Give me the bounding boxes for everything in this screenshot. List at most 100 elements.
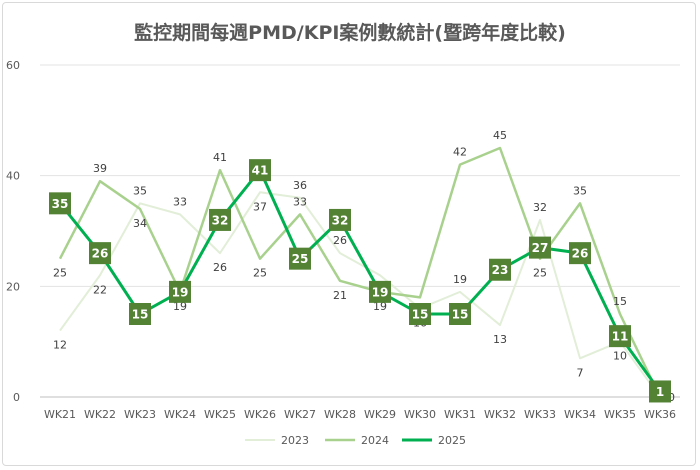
legend-item-2025: 2025	[402, 434, 466, 447]
data-label-box	[209, 208, 231, 231]
series-line-2025	[58, 168, 662, 393]
data-label-value: 1	[656, 385, 664, 399]
data-label-value: 32	[212, 213, 229, 227]
data-label-box	[649, 380, 671, 403]
data-label-2025: 11	[609, 325, 631, 348]
data-label-2024: 25	[533, 267, 547, 280]
data-label-2023: 22	[93, 283, 107, 296]
legend-label: 2024	[361, 434, 389, 447]
data-label-2023: 37	[253, 200, 267, 213]
data-label-value: 41	[252, 164, 269, 178]
data-label-2025: 19	[369, 280, 391, 303]
data-label-value: 15	[452, 308, 469, 322]
data-label-2024: 19	[173, 300, 187, 313]
x-tick-label: WK22	[84, 408, 116, 421]
data-label-2023: 7	[577, 366, 584, 379]
series-lines	[58, 146, 662, 398]
data-label-box	[369, 280, 391, 303]
data-label-value: 32	[332, 213, 349, 227]
data-label-2024: 45	[493, 129, 507, 142]
data-label-box	[169, 280, 191, 303]
data-label-value: 26	[572, 247, 589, 261]
data-label-2025: 15	[129, 303, 151, 325]
data-label-2023: 35	[133, 184, 147, 197]
data-label-2024: 15	[613, 295, 627, 308]
x-tick-label: WK34	[564, 408, 596, 421]
gridlines	[40, 64, 680, 398]
x-tick-label: WK35	[604, 408, 636, 421]
legend: 2023 2024 2025	[245, 434, 466, 447]
data-label-2025: 23	[489, 258, 511, 281]
data-label-2025: 27	[529, 236, 551, 259]
data-label-box	[329, 208, 351, 231]
x-tick-label: WK25	[204, 408, 236, 421]
legend-label: 2023	[281, 434, 309, 447]
data-label-2025: 25	[289, 247, 311, 270]
data-label-box	[449, 303, 471, 325]
data-label-2024: 0	[668, 391, 675, 404]
data-label-box	[529, 236, 551, 259]
data-label-2023: 19	[453, 273, 467, 286]
data-label-2023: 26	[213, 261, 227, 274]
data-label-2025: 26	[89, 242, 111, 265]
data-label-2024: 41	[213, 151, 227, 164]
legend-item-2023: 2023	[245, 434, 309, 447]
data-label-2025: 41	[249, 159, 271, 182]
legend-item-2024: 2024	[325, 434, 389, 447]
x-tick-label: WK23	[124, 408, 156, 421]
data-label-box	[409, 303, 431, 325]
x-tick-label: WK30	[404, 408, 436, 421]
data-label-2023: 26	[333, 234, 347, 247]
data-label-2024: 33	[293, 195, 307, 208]
x-tick-label: WK27	[284, 408, 316, 421]
data-label-value: 19	[172, 285, 189, 299]
data-label-2024: 42	[453, 146, 467, 159]
data-label-2024: 25	[53, 267, 67, 280]
data-label-2025: 32	[209, 208, 231, 231]
y-tick-label: 60	[6, 59, 20, 72]
data-label-2024: 25	[253, 267, 267, 280]
data-label-value: 25	[292, 252, 309, 266]
data-label-box	[609, 325, 631, 348]
x-axis-ticks: WK21 WK22 WK23 WK24 WK25 WK26 WK27 WK28 WK29 WK30…	[44, 408, 676, 421]
data-label-2025: 15	[409, 303, 431, 325]
data-labels: 1222353326373626221619133271025393419412…	[49, 129, 675, 404]
data-label-box	[129, 303, 151, 325]
data-label-box	[49, 192, 71, 215]
x-tick-label: WK28	[324, 408, 356, 421]
x-tick-label: WK32	[484, 408, 516, 421]
data-label-box	[249, 159, 271, 182]
x-tick-label: WK21	[44, 408, 76, 421]
y-tick-label: 40	[6, 170, 20, 183]
x-tick-label: WK24	[164, 408, 196, 421]
data-label-2025: 26	[569, 242, 591, 265]
data-label-2024: 35	[573, 184, 587, 197]
data-label-2024: 39	[93, 162, 107, 175]
data-label-2025: 32	[329, 208, 351, 231]
data-label-2025: 19	[169, 280, 191, 303]
data-label-2025: 35	[49, 192, 71, 215]
chart-title: 監控期間每週PMD/KPI案例數統計(暨跨年度比較)	[134, 22, 566, 44]
x-tick-label: WK31	[444, 408, 476, 421]
data-label-box	[289, 247, 311, 270]
y-tick-label: 0	[13, 391, 20, 404]
x-tick-label: WK29	[364, 408, 396, 421]
data-label-value: 15	[132, 308, 149, 322]
x-tick-label: WK26	[244, 408, 276, 421]
data-label-box	[489, 258, 511, 281]
x-tick-label: WK36	[644, 408, 676, 421]
data-label-2023: 12	[53, 339, 67, 352]
data-label-box	[89, 242, 111, 265]
data-label-2024: 21	[333, 289, 347, 302]
x-tick-label: WK33	[524, 408, 556, 421]
legend-label: 2025	[438, 434, 466, 447]
data-label-value: 19	[372, 285, 389, 299]
data-label-2023: 10	[613, 350, 627, 363]
data-label-value: 15	[412, 308, 429, 322]
data-label-box	[569, 242, 591, 265]
data-label-value: 11	[612, 330, 629, 344]
data-label-value: 23	[492, 263, 509, 277]
y-axis-ticks: 0 20 40 60	[6, 59, 20, 404]
series-line-2024	[58, 146, 662, 398]
data-label-2023: 32	[533, 201, 547, 214]
